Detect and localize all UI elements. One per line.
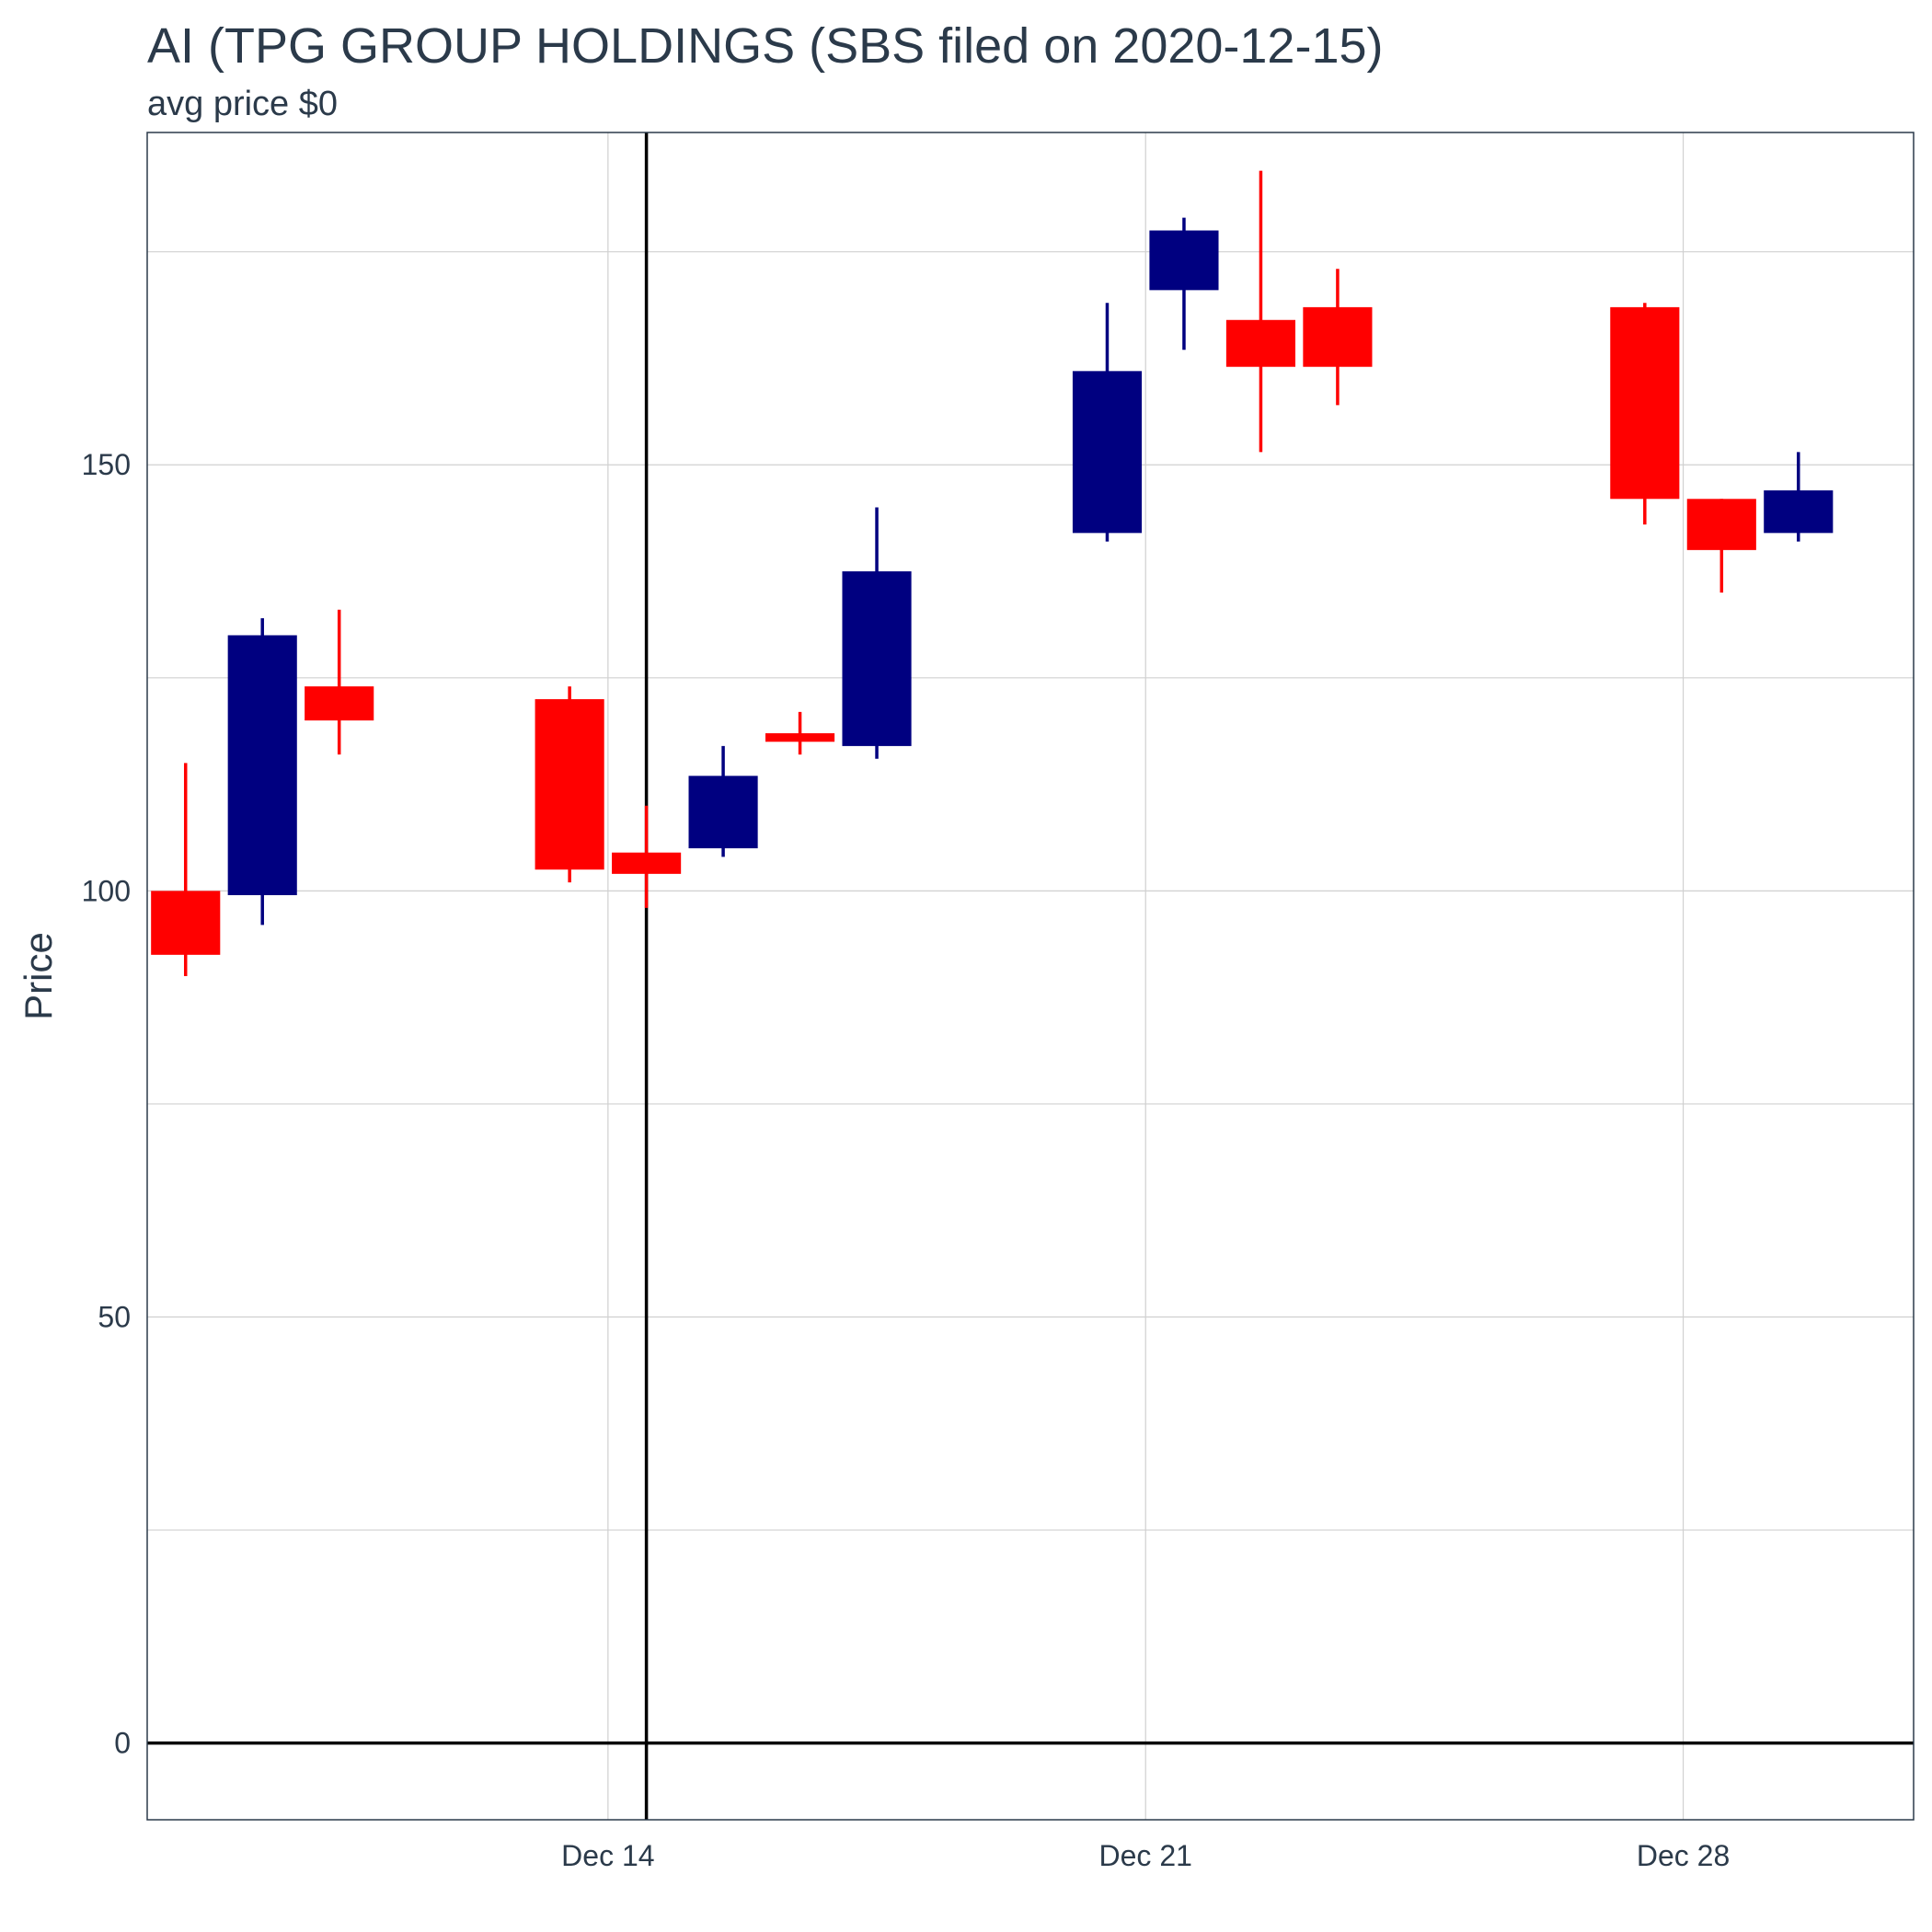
- y-tick-label: 100: [82, 874, 131, 907]
- candle-body: [535, 698, 604, 870]
- candle-body: [1303, 306, 1373, 367]
- x-tick-label: Dec 28: [1637, 1839, 1730, 1872]
- candle: [535, 686, 604, 883]
- y-axis-title: Price: [17, 932, 60, 1020]
- x-tick-labels: Dec 14 Dec 21 Dec 28: [561, 1839, 1730, 1872]
- candle: [1764, 452, 1834, 542]
- candle: [688, 745, 758, 857]
- candle: [1149, 217, 1219, 351]
- candle-body: [688, 776, 758, 849]
- chart-title: AI (TPG GROUP HOLDINGS (SBS filed on 202…: [147, 18, 1384, 74]
- candle: [1303, 269, 1373, 406]
- candles: [151, 170, 1834, 976]
- candle: [1686, 499, 1756, 593]
- candle: [1610, 303, 1680, 525]
- candle-body: [612, 852, 682, 874]
- candle-body: [1764, 490, 1834, 534]
- candle: [1072, 303, 1143, 542]
- candle-body: [1610, 306, 1680, 500]
- candle-body: [1686, 499, 1756, 550]
- candle-body: [842, 571, 912, 746]
- candle: [612, 805, 682, 908]
- y-tick-label: 50: [98, 1301, 131, 1334]
- plot-frame: [146, 132, 1915, 1821]
- candle: [842, 507, 912, 759]
- candle-body: [765, 733, 835, 742]
- candle-body: [1149, 230, 1219, 291]
- candle-body: [151, 891, 221, 955]
- candle: [1225, 170, 1295, 453]
- y-tick-labels: 0 50 100 150: [82, 448, 131, 1759]
- candle: [151, 763, 221, 976]
- candle: [305, 609, 374, 755]
- y-tick-label: 150: [82, 448, 131, 481]
- chart-subtitle: avg price $0: [147, 85, 338, 123]
- reference-lines: [147, 132, 1914, 1820]
- x-tick-label: Dec 14: [561, 1839, 654, 1872]
- y-tick-label: 0: [114, 1727, 131, 1760]
- candle: [765, 711, 835, 755]
- candle: [227, 617, 297, 926]
- candle-body: [1225, 319, 1295, 367]
- candle-body: [1072, 371, 1143, 534]
- candle-body: [227, 635, 297, 896]
- gridlines: [147, 132, 1914, 1820]
- x-tick-label: Dec 21: [1099, 1839, 1192, 1872]
- candle-body: [305, 686, 374, 721]
